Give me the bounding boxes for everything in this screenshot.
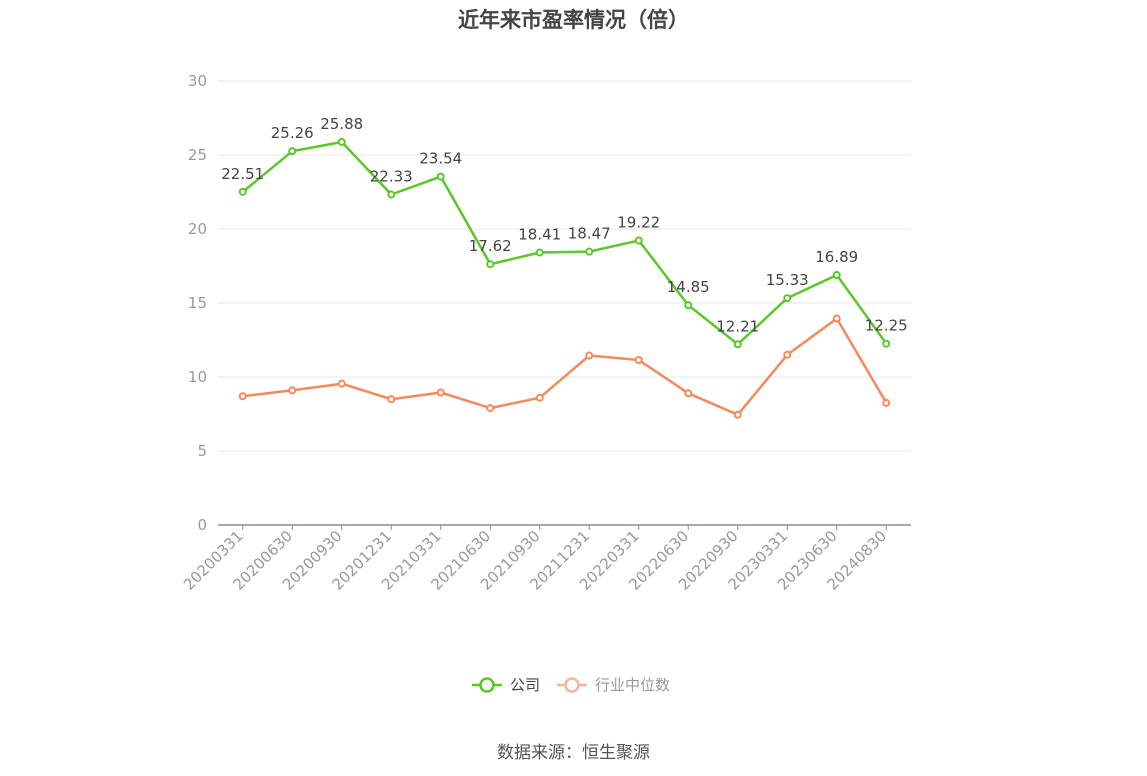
source-note: 数据来源：恒生聚源 (497, 743, 650, 763)
grid-layer (218, 80, 911, 452)
data-point-company (634, 236, 643, 245)
data-point-industry-median (436, 388, 445, 397)
data-point-industry-median (733, 410, 742, 419)
data-label: 14.85 (667, 278, 710, 296)
data-point-company (783, 294, 792, 303)
data-point-company (684, 301, 693, 310)
legend-label: 行业中位数 (595, 676, 670, 694)
data-label: 23.54 (419, 150, 462, 168)
data-point-company (238, 187, 247, 196)
legend-item-company[interactable]: 公司 (472, 676, 540, 694)
series-line-industry-median (242, 317, 888, 416)
data-point-industry-median (337, 379, 346, 388)
data-label: 25.88 (320, 115, 363, 133)
data-point-industry-median (585, 351, 594, 360)
data-label: 18.47 (568, 225, 611, 243)
data-point-company (337, 137, 346, 146)
label-layer: 22.51 25.26 25.88 22.33 23.54 17.62 18.41 18.47… (221, 115, 907, 335)
data-label: 19.22 (617, 214, 660, 232)
y-tick-label: 0 (197, 516, 207, 534)
y-tick-label: 30 (188, 72, 207, 90)
data-point-industry-median (535, 393, 544, 402)
data-label: 15.33 (766, 271, 809, 289)
data-label: 22.51 (221, 165, 264, 183)
data-label: 18.41 (518, 226, 561, 244)
data-label: 22.33 (370, 168, 413, 186)
data-label: 16.89 (815, 248, 858, 266)
data-point-industry-median (238, 392, 247, 401)
series-layer (238, 137, 891, 419)
data-label: 17.62 (469, 237, 512, 255)
data-point-industry-median (684, 389, 693, 398)
data-point-industry-median (387, 395, 396, 404)
series-line-company (242, 140, 888, 346)
data-point-company (387, 190, 396, 199)
y-tick-label: 5 (197, 442, 207, 460)
data-point-industry-median (832, 314, 841, 323)
y-tick-label: 25 (188, 146, 207, 164)
legend-marker-icon (479, 677, 495, 693)
legend-item-industry-median[interactable]: 行业中位数 (557, 676, 670, 694)
data-point-company (882, 339, 891, 348)
data-point-industry-median (288, 386, 297, 395)
legend-marker-icon (564, 677, 580, 693)
data-point-industry-median (882, 398, 891, 407)
y-tick-label: 20 (188, 220, 207, 238)
data-point-company (832, 271, 841, 280)
data-point-industry-median (634, 355, 643, 364)
legend[interactable]: 公司 行业中位数 (472, 676, 670, 694)
y-tick-label: 10 (188, 368, 207, 386)
data-label: 12.25 (865, 317, 908, 335)
data-point-company (535, 248, 544, 257)
y-tick-label: 15 (188, 294, 207, 312)
data-point-company (436, 172, 445, 181)
data-point-company (585, 247, 594, 256)
data-label: 25.26 (271, 124, 314, 142)
data-label: 12.21 (716, 317, 759, 335)
data-point-industry-median (486, 404, 495, 413)
data-point-industry-median (783, 350, 792, 359)
data-point-company (733, 340, 742, 349)
data-point-company (486, 260, 495, 269)
chart-title: 近年来市盈率情况（倍） (458, 8, 689, 32)
legend-label: 公司 (510, 676, 540, 694)
data-point-company (288, 147, 297, 156)
